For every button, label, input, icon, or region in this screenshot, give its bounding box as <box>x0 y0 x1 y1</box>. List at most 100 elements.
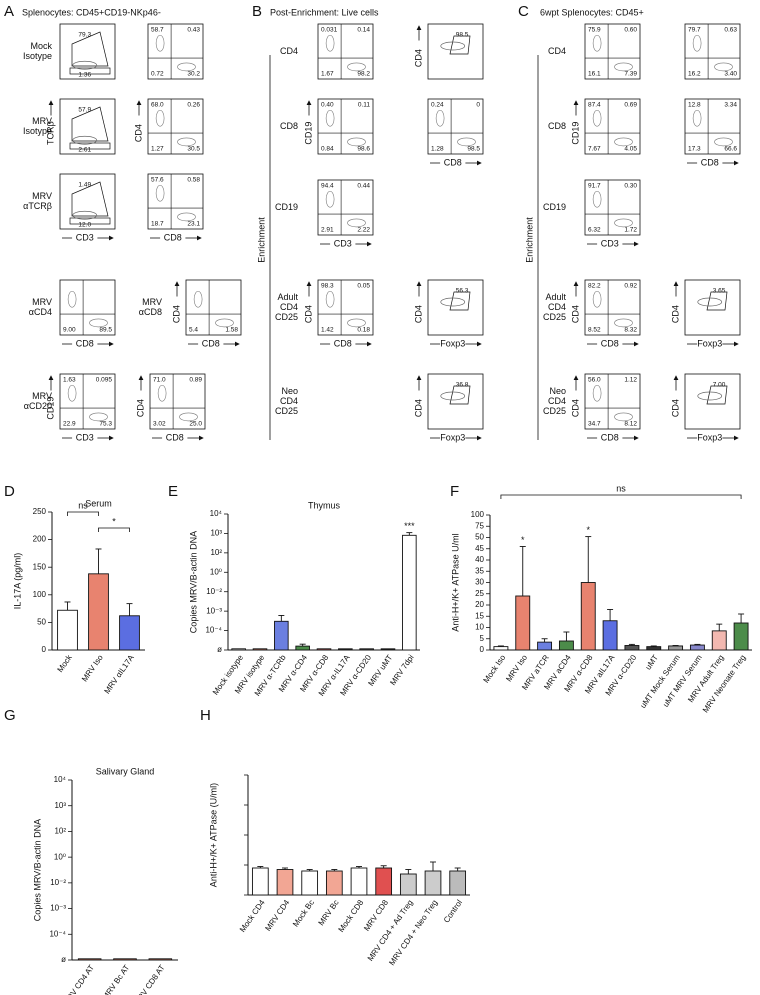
row-label: Isotype <box>23 51 52 61</box>
row-label: αCD4 <box>29 307 52 317</box>
quadrant-value: 0 <box>476 102 480 109</box>
panel-title: 6wpt Splenocytes: CD45+ <box>540 7 644 17</box>
quadrant-value: 34.7 <box>588 421 601 428</box>
x-axis-label: CD8 <box>166 432 184 442</box>
bar <box>515 595 531 651</box>
flow-plot-frame <box>584 279 641 336</box>
bar <box>338 648 353 651</box>
bar <box>624 645 640 651</box>
y-tick-label: 0 <box>42 645 47 654</box>
contour <box>592 34 602 52</box>
x-axis-label: CD8 <box>164 232 182 242</box>
quadrant-value: 1.58 <box>225 327 238 334</box>
flow-plot-frame <box>684 23 741 80</box>
quadrant-value: 79.7 <box>688 27 701 34</box>
quadrant-value: 3.40 <box>724 71 737 78</box>
contour <box>440 391 466 401</box>
quadrant-value: 0.63 <box>724 27 737 34</box>
y-tick-label: 30 <box>475 578 484 587</box>
y-tick-label: 75 <box>475 521 484 530</box>
contour <box>155 184 165 202</box>
y-tick-label: 20 <box>475 600 484 609</box>
x-tick-label: MRV αIL17A <box>102 653 136 696</box>
bar <box>375 867 393 896</box>
bar <box>359 648 374 651</box>
bar <box>350 867 368 896</box>
panel-letter: C <box>518 3 529 20</box>
quadrant-value: 91.7 <box>588 183 601 190</box>
quadrant-value: 1.72 <box>624 227 637 234</box>
x-axis-label: CD8 <box>334 338 352 348</box>
quadrant-value: 8.12 <box>624 421 637 428</box>
bracket <box>67 511 99 516</box>
x-axis-label: CD3 <box>76 432 94 442</box>
gate-value: 57.9 <box>78 107 91 114</box>
contour <box>692 109 702 127</box>
row-label: αCD20 <box>24 401 52 411</box>
quadrant-value: 0.26 <box>187 102 200 109</box>
chart-title: Salivary Gland <box>96 766 155 776</box>
quadrant-value: 0.84 <box>321 146 334 153</box>
quadrant-value: 0.11 <box>358 102 371 109</box>
y-tick-label: 45 <box>475 544 484 553</box>
x-tick-label: Mock Iso <box>482 653 508 685</box>
x-axis-label: CD8 <box>701 157 719 167</box>
gate <box>69 217 111 225</box>
bar <box>251 867 269 896</box>
bar <box>580 582 596 651</box>
x-axis-label: CD8 <box>601 432 619 442</box>
x-tick-label: Control <box>442 898 464 924</box>
row-label: Neo <box>549 386 566 396</box>
row-label: CD8 <box>548 121 566 131</box>
contour <box>614 412 633 422</box>
y-axis-label: CD4 <box>133 124 143 142</box>
bar <box>602 620 618 651</box>
y-axis-label: CD4 <box>303 305 313 323</box>
y-axis-label: CD4 <box>670 305 680 323</box>
quadrant-value: 58.7 <box>151 27 164 34</box>
quadrant-value: 1.27 <box>151 146 164 153</box>
quadrant-value: 18.7 <box>151 221 164 228</box>
contour <box>714 62 733 72</box>
quadrant-value: 6.32 <box>588 227 601 234</box>
row-label: CD4 <box>280 302 298 312</box>
panel-title: Splenocytes: CD45+CD19-NKp46- <box>22 7 161 17</box>
contour <box>177 212 196 222</box>
quadrant-value: 0.43 <box>187 27 200 34</box>
quadrant-value: 1.67 <box>321 71 334 78</box>
contour <box>325 290 335 308</box>
contour <box>347 318 366 328</box>
x-tick-label: MRV CD8 AT <box>132 963 167 995</box>
quadrant-value: 8.52 <box>588 327 601 334</box>
flow-plot-frame <box>59 173 116 230</box>
y-axis-label: TCRβ <box>45 121 55 145</box>
quadrant-value: 89.5 <box>99 327 112 334</box>
row-label: Mock <box>30 41 52 51</box>
x-axis-label: Foxp3 <box>697 432 722 442</box>
flow-plot-frame <box>684 373 741 430</box>
gate-value: 2.61 <box>78 147 91 154</box>
quadrant-value: 0.69 <box>624 102 637 109</box>
x-tick-label: Mock CD4 <box>238 898 267 934</box>
bar <box>252 648 268 651</box>
flow-plot-frame <box>584 98 641 155</box>
y-tick-label: 10³ <box>54 801 66 810</box>
x-axis-label: CD8 <box>202 338 220 348</box>
x-axis-label: CD8 <box>444 157 462 167</box>
flow-plot-frame <box>317 23 374 80</box>
bar <box>325 870 343 896</box>
gate-value: 1.36 <box>78 72 91 79</box>
quadrant-value: 7.39 <box>624 71 637 78</box>
gate-value: 7.00 <box>713 382 726 389</box>
contour <box>215 318 234 328</box>
contour <box>714 137 733 147</box>
panel-letter: E <box>168 483 178 500</box>
gate <box>71 181 109 217</box>
flow-plot-frame <box>59 373 116 430</box>
quadrant-value: 16.1 <box>588 71 601 78</box>
quadrant-value: 98.2 <box>357 71 370 78</box>
quadrant-value: 0.58 <box>187 177 200 184</box>
panel-letter: B <box>252 3 262 20</box>
bar <box>689 644 705 651</box>
quadrant-value: 12.8 <box>688 102 701 109</box>
